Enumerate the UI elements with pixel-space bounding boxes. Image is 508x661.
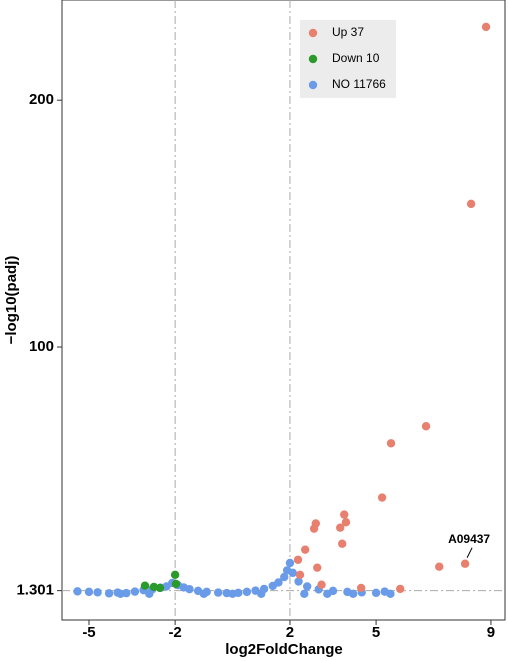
point [294, 577, 303, 586]
point [466, 199, 476, 209]
point [274, 578, 283, 587]
point [336, 523, 345, 532]
x-tick-label: 9 [487, 624, 495, 641]
point [460, 559, 470, 568]
y-tick-label: 200 [29, 91, 54, 108]
point [228, 589, 237, 599]
legend-marker [308, 28, 318, 38]
point [185, 584, 194, 594]
point [145, 589, 154, 599]
point [170, 570, 180, 580]
point [317, 580, 326, 589]
point [300, 589, 309, 599]
annotation-leader [466, 547, 473, 558]
point [116, 589, 125, 599]
point [155, 583, 165, 593]
point [213, 588, 223, 597]
point [302, 582, 312, 591]
point [348, 589, 358, 599]
point [356, 583, 366, 593]
point [84, 587, 94, 597]
point [280, 572, 289, 582]
point [340, 510, 349, 519]
point [199, 589, 209, 599]
y-axis-label: −log10(padj) [3, 256, 20, 345]
annotation: A09437 [448, 532, 490, 546]
point [285, 558, 295, 568]
point [257, 589, 266, 599]
point [313, 563, 322, 572]
y-tick-label: 1.301 [16, 582, 54, 599]
point [293, 555, 303, 564]
x-tick-label: 2 [286, 624, 294, 641]
y-tick-label: 100 [29, 338, 54, 355]
point [104, 589, 114, 598]
point [386, 439, 396, 448]
point [295, 570, 305, 580]
legend-marker [308, 80, 318, 90]
point [309, 524, 319, 533]
point [140, 581, 150, 590]
x-tick-label: -2 [168, 624, 181, 641]
x-axis-label: log2FoldChange [225, 641, 343, 658]
x-tick-label: 5 [372, 624, 380, 641]
point [323, 589, 332, 599]
point [338, 539, 347, 548]
x-tick-label: -5 [82, 624, 95, 641]
point [481, 22, 491, 32]
point [396, 584, 405, 594]
legend-label: Down 10 [332, 51, 380, 65]
point [288, 568, 298, 578]
point [435, 562, 444, 571]
point [371, 588, 381, 598]
legend-label: Up 37 [332, 25, 364, 39]
plot-area [62, 0, 505, 620]
point [73, 587, 82, 596]
point [93, 588, 102, 597]
point [242, 587, 252, 597]
point [377, 493, 387, 502]
plot-frame [61, 0, 506, 621]
point [421, 422, 431, 431]
point [130, 587, 140, 596]
point [171, 579, 181, 589]
point [386, 589, 395, 599]
point [341, 518, 351, 527]
legend-marker [308, 54, 318, 64]
legend-label: NO 11766 [332, 77, 386, 91]
point [300, 545, 310, 554]
